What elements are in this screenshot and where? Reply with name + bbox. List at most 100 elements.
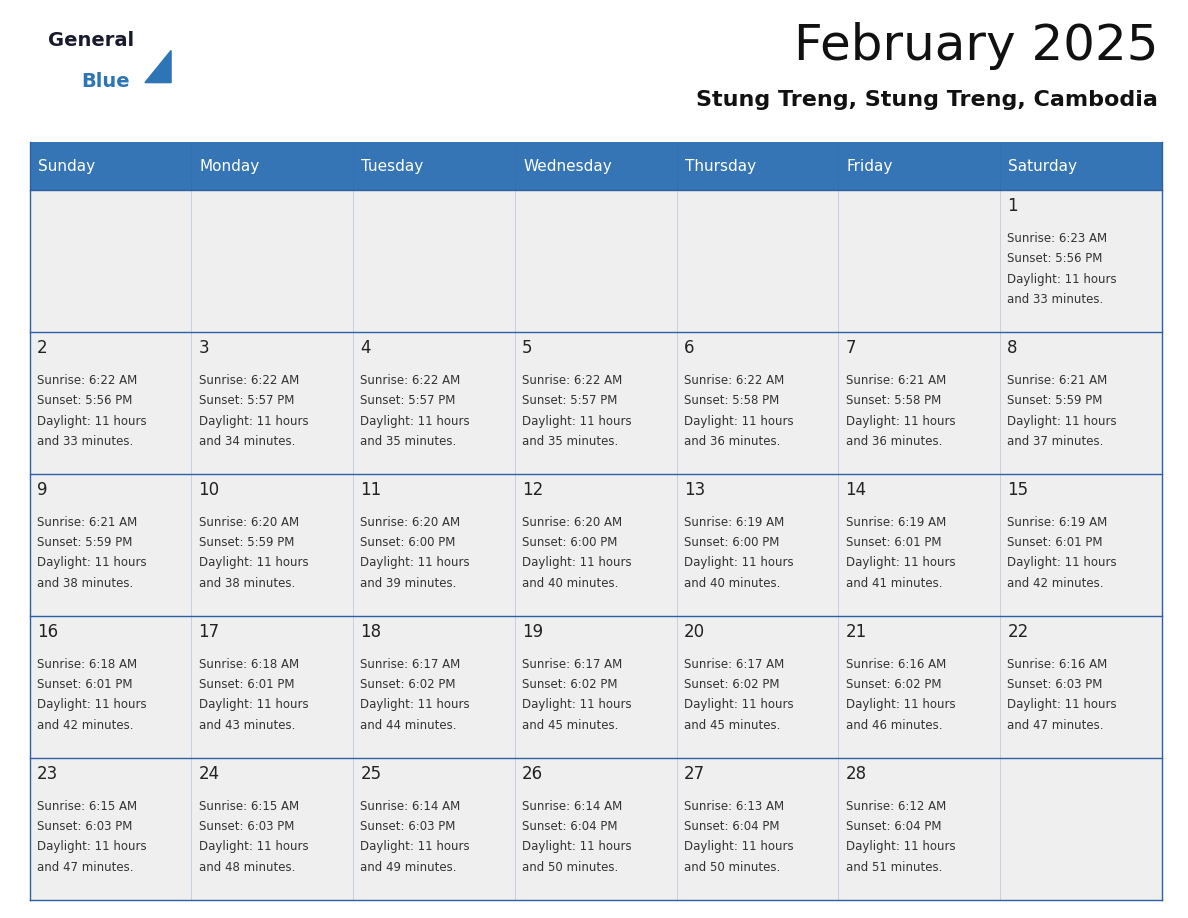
Bar: [353, 142, 514, 190]
Text: Sunrise: 6:20 AM: Sunrise: 6:20 AM: [522, 516, 623, 529]
Bar: [191, 142, 353, 190]
Text: and 50 minutes.: and 50 minutes.: [522, 860, 618, 874]
Text: 2: 2: [37, 340, 48, 357]
Text: Sunset: 6:01 PM: Sunset: 6:01 PM: [846, 536, 941, 549]
Text: Sunset: 5:59 PM: Sunset: 5:59 PM: [37, 536, 132, 549]
Text: and 33 minutes.: and 33 minutes.: [1007, 293, 1104, 306]
Text: 19: 19: [522, 623, 543, 641]
Text: Sunrise: 6:16 AM: Sunrise: 6:16 AM: [846, 658, 946, 671]
Text: 28: 28: [846, 765, 866, 783]
Text: Sunset: 6:04 PM: Sunset: 6:04 PM: [684, 820, 779, 834]
Text: 12: 12: [522, 481, 543, 499]
Text: Sunset: 6:02 PM: Sunset: 6:02 PM: [846, 678, 941, 691]
Text: 21: 21: [846, 623, 867, 641]
Text: Daylight: 11 hours: Daylight: 11 hours: [360, 840, 470, 854]
Text: 3: 3: [198, 340, 209, 357]
Bar: [514, 142, 677, 190]
Text: and 42 minutes.: and 42 minutes.: [37, 719, 133, 732]
Text: 6: 6: [684, 340, 694, 357]
Text: 11: 11: [360, 481, 381, 499]
Text: Daylight: 11 hours: Daylight: 11 hours: [1007, 699, 1117, 711]
Text: Daylight: 11 hours: Daylight: 11 hours: [198, 699, 308, 711]
Text: and 42 minutes.: and 42 minutes.: [1007, 577, 1104, 589]
Text: Sunrise: 6:14 AM: Sunrise: 6:14 AM: [522, 800, 623, 813]
Text: 10: 10: [198, 481, 220, 499]
Text: and 38 minutes.: and 38 minutes.: [37, 577, 133, 589]
Text: Daylight: 11 hours: Daylight: 11 hours: [198, 840, 308, 854]
Bar: [30, 190, 1162, 332]
Text: and 37 minutes.: and 37 minutes.: [1007, 435, 1104, 448]
Bar: [30, 616, 1162, 757]
Text: Sunrise: 6:21 AM: Sunrise: 6:21 AM: [846, 375, 946, 387]
Text: and 41 minutes.: and 41 minutes.: [846, 577, 942, 589]
Text: and 49 minutes.: and 49 minutes.: [360, 860, 457, 874]
Text: Daylight: 11 hours: Daylight: 11 hours: [198, 415, 308, 428]
Text: and 40 minutes.: and 40 minutes.: [522, 577, 619, 589]
Text: and 36 minutes.: and 36 minutes.: [684, 435, 781, 448]
Text: Sunset: 6:01 PM: Sunset: 6:01 PM: [198, 678, 295, 691]
Text: General: General: [48, 31, 133, 50]
Text: and 44 minutes.: and 44 minutes.: [360, 719, 457, 732]
Bar: [30, 142, 191, 190]
Text: Sunset: 6:00 PM: Sunset: 6:00 PM: [522, 536, 618, 549]
Polygon shape: [145, 50, 171, 83]
Text: Daylight: 11 hours: Daylight: 11 hours: [522, 699, 632, 711]
Text: Sunrise: 6:20 AM: Sunrise: 6:20 AM: [360, 516, 461, 529]
Text: 25: 25: [360, 765, 381, 783]
Text: and 39 minutes.: and 39 minutes.: [360, 577, 456, 589]
Text: Sunset: 6:02 PM: Sunset: 6:02 PM: [522, 678, 618, 691]
Text: and 47 minutes.: and 47 minutes.: [1007, 719, 1104, 732]
Text: Daylight: 11 hours: Daylight: 11 hours: [1007, 556, 1117, 569]
Text: and 36 minutes.: and 36 minutes.: [846, 435, 942, 448]
Text: and 50 minutes.: and 50 minutes.: [684, 860, 781, 874]
Text: and 47 minutes.: and 47 minutes.: [37, 860, 133, 874]
Text: Sunrise: 6:22 AM: Sunrise: 6:22 AM: [684, 375, 784, 387]
Text: Sunset: 6:03 PM: Sunset: 6:03 PM: [37, 820, 132, 834]
Text: 1: 1: [1007, 197, 1018, 216]
Text: Daylight: 11 hours: Daylight: 11 hours: [1007, 273, 1117, 285]
Text: and 46 minutes.: and 46 minutes.: [846, 719, 942, 732]
Text: Sunset: 5:57 PM: Sunset: 5:57 PM: [522, 395, 618, 408]
Text: 23: 23: [37, 765, 58, 783]
Text: Thursday: Thursday: [685, 159, 756, 174]
Text: Sunset: 5:58 PM: Sunset: 5:58 PM: [846, 395, 941, 408]
Text: Sunrise: 6:20 AM: Sunrise: 6:20 AM: [198, 516, 298, 529]
Text: and 48 minutes.: and 48 minutes.: [198, 860, 295, 874]
Text: Daylight: 11 hours: Daylight: 11 hours: [360, 415, 470, 428]
Text: Sunrise: 6:18 AM: Sunrise: 6:18 AM: [198, 658, 298, 671]
Text: Sunset: 6:02 PM: Sunset: 6:02 PM: [684, 678, 779, 691]
Text: 20: 20: [684, 623, 704, 641]
Text: Sunset: 5:56 PM: Sunset: 5:56 PM: [37, 395, 132, 408]
Text: Sunrise: 6:15 AM: Sunrise: 6:15 AM: [37, 800, 137, 813]
Text: Sunset: 6:01 PM: Sunset: 6:01 PM: [37, 678, 132, 691]
Text: Sunset: 6:00 PM: Sunset: 6:00 PM: [360, 536, 456, 549]
Text: and 35 minutes.: and 35 minutes.: [360, 435, 456, 448]
Text: and 51 minutes.: and 51 minutes.: [846, 860, 942, 874]
Text: Daylight: 11 hours: Daylight: 11 hours: [37, 699, 146, 711]
Text: Sunrise: 6:14 AM: Sunrise: 6:14 AM: [360, 800, 461, 813]
Text: Daylight: 11 hours: Daylight: 11 hours: [522, 556, 632, 569]
Text: Sunrise: 6:12 AM: Sunrise: 6:12 AM: [846, 800, 946, 813]
Bar: [677, 142, 839, 190]
Text: Sunrise: 6:15 AM: Sunrise: 6:15 AM: [198, 800, 298, 813]
Text: and 34 minutes.: and 34 minutes.: [198, 435, 295, 448]
Bar: [30, 474, 1162, 616]
Text: 24: 24: [198, 765, 220, 783]
Text: Sunset: 6:03 PM: Sunset: 6:03 PM: [1007, 678, 1102, 691]
Text: Sunrise: 6:18 AM: Sunrise: 6:18 AM: [37, 658, 137, 671]
Text: Sunset: 5:59 PM: Sunset: 5:59 PM: [1007, 395, 1102, 408]
Text: Sunrise: 6:17 AM: Sunrise: 6:17 AM: [684, 658, 784, 671]
Text: Daylight: 11 hours: Daylight: 11 hours: [360, 556, 470, 569]
Text: Sunrise: 6:19 AM: Sunrise: 6:19 AM: [846, 516, 946, 529]
Text: Sunrise: 6:16 AM: Sunrise: 6:16 AM: [1007, 658, 1107, 671]
Text: Sunrise: 6:21 AM: Sunrise: 6:21 AM: [1007, 375, 1107, 387]
Text: Sunrise: 6:23 AM: Sunrise: 6:23 AM: [1007, 232, 1107, 245]
Text: 16: 16: [37, 623, 58, 641]
Text: Daylight: 11 hours: Daylight: 11 hours: [1007, 415, 1117, 428]
Text: Daylight: 11 hours: Daylight: 11 hours: [684, 699, 794, 711]
Text: and 43 minutes.: and 43 minutes.: [198, 719, 295, 732]
Bar: [30, 757, 1162, 900]
Text: Daylight: 11 hours: Daylight: 11 hours: [360, 699, 470, 711]
Text: 14: 14: [846, 481, 866, 499]
Text: Sunset: 6:04 PM: Sunset: 6:04 PM: [522, 820, 618, 834]
